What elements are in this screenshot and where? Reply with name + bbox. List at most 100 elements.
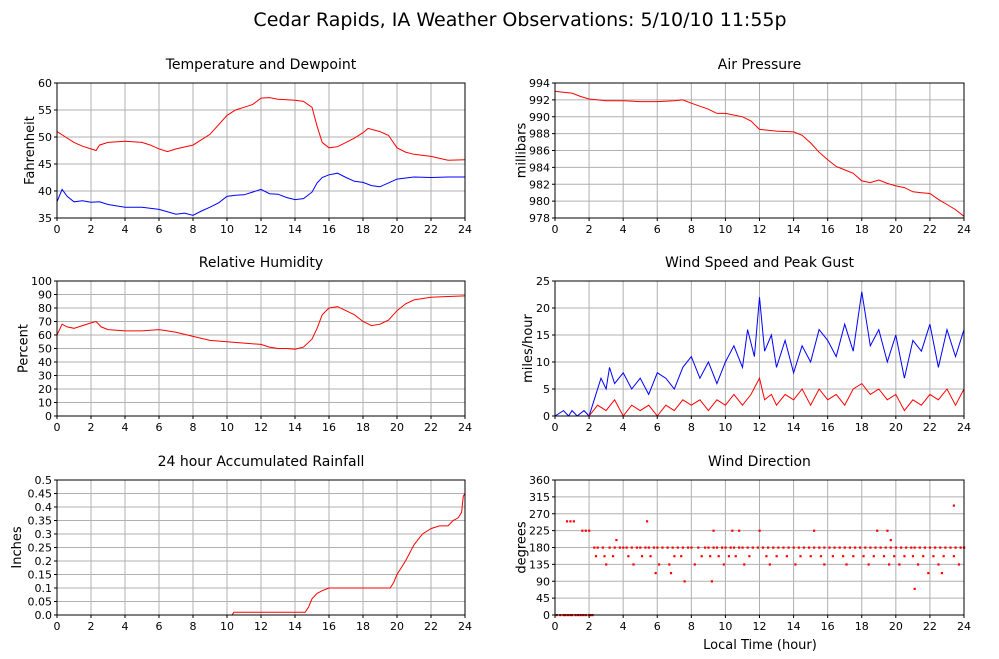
data-point bbox=[712, 529, 715, 532]
data-point bbox=[603, 555, 606, 558]
x-tick-label: 20 bbox=[390, 620, 404, 633]
data-point bbox=[703, 546, 707, 549]
x-tick-label: 2 bbox=[586, 620, 593, 633]
x-tick-label: 0 bbox=[552, 620, 559, 633]
y-tick-label: 60 bbox=[38, 77, 52, 90]
data-point bbox=[939, 546, 942, 549]
data-point bbox=[807, 546, 811, 549]
x-tick-label: 10 bbox=[718, 620, 732, 633]
data-point bbox=[724, 546, 727, 549]
data-point bbox=[940, 572, 944, 575]
x-tick-label: 6 bbox=[156, 620, 163, 633]
y-tick-label: 10 bbox=[38, 397, 52, 410]
x-tick-label: 20 bbox=[390, 421, 404, 434]
data-point bbox=[594, 555, 598, 558]
data-point bbox=[787, 546, 790, 549]
y-tick-label: 0.2 bbox=[35, 555, 53, 568]
data-point bbox=[690, 546, 693, 549]
panel-title: Temperature and Dewpoint bbox=[165, 57, 357, 73]
data-point bbox=[768, 563, 771, 566]
y-tick-label: 988 bbox=[529, 128, 550, 141]
data-point bbox=[746, 546, 749, 549]
data-point bbox=[954, 546, 957, 549]
panel-title: 24 hour Accumulated Rainfall bbox=[158, 454, 365, 470]
y-tick-label: 982 bbox=[529, 178, 550, 191]
data-point bbox=[652, 546, 656, 549]
data-point bbox=[646, 520, 649, 523]
data-point bbox=[838, 546, 841, 549]
x-tick-label: 22 bbox=[424, 223, 438, 236]
data-point bbox=[828, 546, 831, 549]
x-tick-label: 22 bbox=[923, 620, 937, 633]
data-point bbox=[727, 555, 731, 558]
data-point bbox=[693, 563, 696, 566]
x-tick-label: 0 bbox=[552, 223, 559, 236]
x-tick-label: 16 bbox=[821, 223, 835, 236]
data-point bbox=[630, 546, 633, 549]
data-point bbox=[656, 546, 659, 549]
x-tick-label: 16 bbox=[322, 620, 336, 633]
data-point bbox=[911, 555, 915, 558]
data-point bbox=[738, 546, 741, 549]
x-tick-label: 4 bbox=[122, 223, 129, 236]
y-tick-label: 80 bbox=[38, 302, 52, 315]
data-point bbox=[818, 546, 821, 549]
x-tick-label: 10 bbox=[220, 421, 234, 434]
x-tick-label: 6 bbox=[654, 421, 661, 434]
panel-title: Air Pressure bbox=[718, 57, 801, 73]
x-tick-label: 2 bbox=[88, 620, 95, 633]
y-axis-label: Fahrenheit bbox=[23, 116, 38, 185]
data-point bbox=[618, 546, 621, 549]
data-point bbox=[657, 563, 661, 566]
data-point bbox=[862, 555, 865, 558]
x-tick-label: 8 bbox=[190, 620, 197, 633]
data-point bbox=[715, 546, 719, 549]
data-point bbox=[882, 555, 886, 558]
y-tick-label: 50 bbox=[38, 343, 52, 356]
x-tick-label: 18 bbox=[356, 421, 370, 434]
x-tick-label: 2 bbox=[586, 421, 593, 434]
series-line-2 bbox=[56, 172, 465, 216]
panel-title: Wind Speed and Peak Gust bbox=[665, 255, 854, 271]
y-axis-label: degrees bbox=[515, 521, 530, 574]
y-tick-label: 0.45 bbox=[28, 488, 53, 501]
x-tick-label: 8 bbox=[190, 223, 197, 236]
y-tick-label: 992 bbox=[529, 94, 550, 107]
x-tick-label: 12 bbox=[254, 223, 268, 236]
y-tick-label: 70 bbox=[38, 316, 52, 329]
x-tick-label: 10 bbox=[220, 223, 234, 236]
data-point bbox=[729, 546, 732, 549]
x-tick-label: 22 bbox=[424, 620, 438, 633]
y-tick-label: 25 bbox=[536, 275, 550, 288]
x-tick-label: 8 bbox=[190, 421, 197, 434]
data-point bbox=[717, 555, 720, 558]
y-tick-label: 0.0 bbox=[35, 609, 53, 622]
x-tick-label: 18 bbox=[855, 223, 869, 236]
x-tick-label: 4 bbox=[620, 223, 627, 236]
series-line-2 bbox=[555, 376, 965, 417]
data-point bbox=[809, 555, 812, 558]
y-tick-label: 980 bbox=[529, 195, 550, 208]
data-point bbox=[823, 563, 826, 566]
x-tick-label: 16 bbox=[322, 223, 336, 236]
y-tick-label: 40 bbox=[38, 356, 52, 369]
x-tick-label: 12 bbox=[254, 620, 268, 633]
data-point bbox=[792, 546, 795, 549]
data-point bbox=[721, 546, 724, 549]
data-point bbox=[874, 546, 877, 549]
y-tick-label: 0.3 bbox=[35, 528, 53, 541]
data-point bbox=[712, 546, 715, 549]
data-point bbox=[584, 529, 587, 532]
page-title: Cedar Rapids, IA Weather Observations: 5… bbox=[253, 9, 786, 31]
x-tick-label: 10 bbox=[718, 223, 732, 236]
x-tick-label: 22 bbox=[424, 421, 438, 434]
data-point bbox=[797, 546, 800, 549]
data-point bbox=[596, 546, 599, 549]
data-point bbox=[872, 555, 875, 558]
data-point bbox=[668, 563, 671, 566]
